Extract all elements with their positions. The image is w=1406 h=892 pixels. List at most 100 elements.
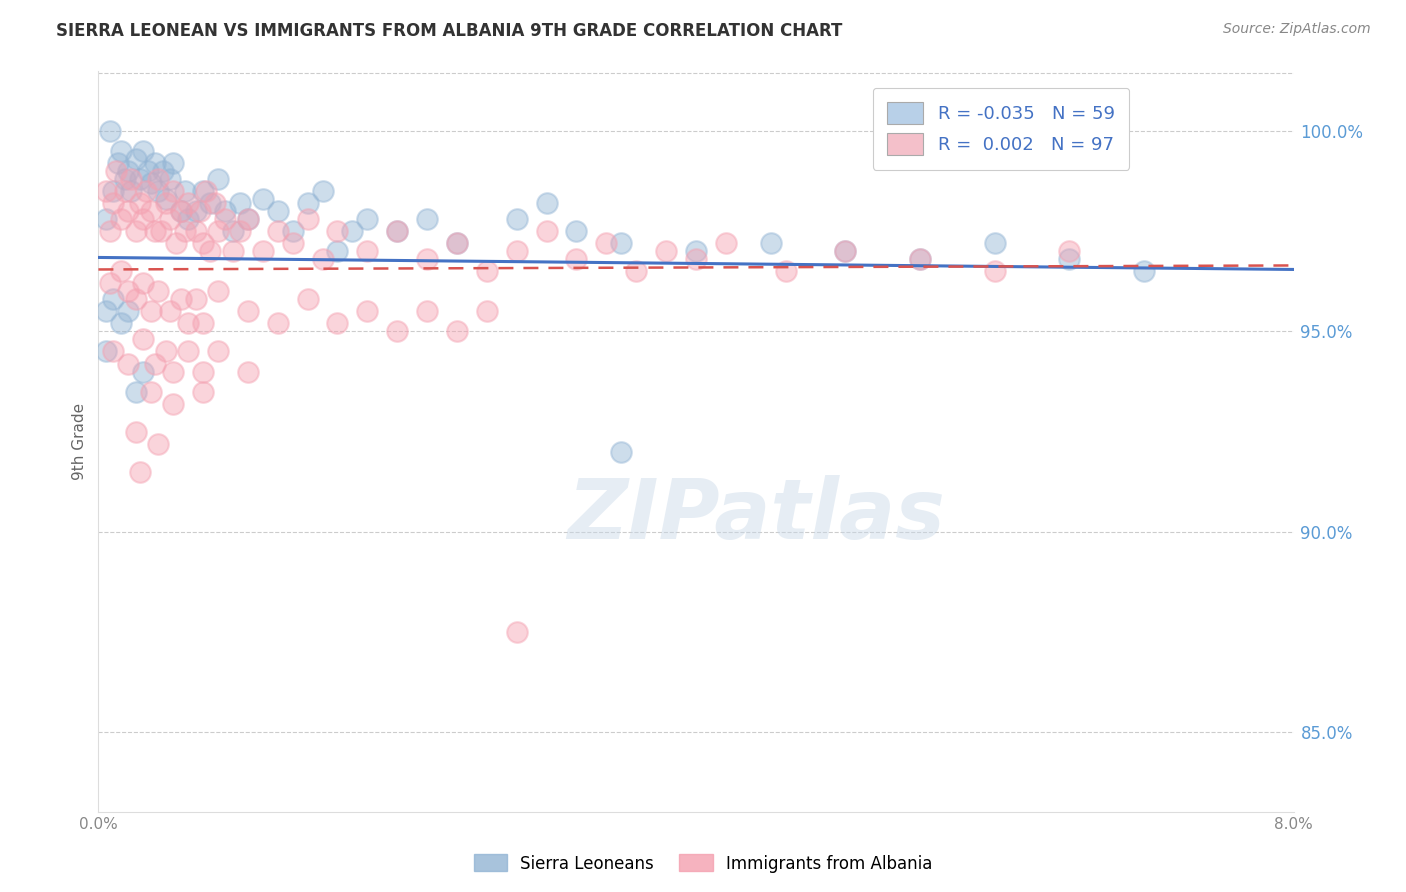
Point <box>94 185 117 199</box>
Point <box>267 224 290 238</box>
Point <box>446 325 468 339</box>
Point <box>1059 252 1081 267</box>
Point <box>565 224 588 238</box>
Point <box>446 236 468 251</box>
Point <box>214 204 236 219</box>
Point <box>626 264 648 278</box>
Point <box>446 236 468 251</box>
Point <box>326 244 349 259</box>
Point <box>155 193 177 207</box>
Point <box>236 212 259 227</box>
Point <box>297 293 319 307</box>
Point <box>1059 244 1081 259</box>
Point <box>152 164 174 178</box>
Point <box>155 196 177 211</box>
Point <box>148 285 170 299</box>
Point <box>834 244 856 259</box>
Point <box>385 224 409 238</box>
Point <box>356 304 378 318</box>
Point <box>536 196 558 211</box>
Point <box>139 177 162 191</box>
Point <box>148 185 170 199</box>
Point <box>114 172 136 186</box>
Point <box>169 204 191 219</box>
Point <box>1133 264 1156 278</box>
Point <box>103 344 125 359</box>
Point <box>135 185 157 199</box>
Point <box>342 224 364 238</box>
Point <box>169 204 191 219</box>
Point <box>177 196 200 211</box>
Point <box>908 252 931 267</box>
Point <box>139 204 162 219</box>
Point <box>162 396 184 410</box>
Point <box>177 317 200 331</box>
Point <box>252 244 274 259</box>
Point <box>143 357 166 371</box>
Point <box>506 624 529 639</box>
Point <box>356 212 378 227</box>
Point <box>148 436 170 450</box>
Point <box>326 317 349 331</box>
Point <box>117 204 139 219</box>
Point <box>184 293 207 307</box>
Point <box>162 185 184 199</box>
Point <box>252 193 274 207</box>
Point <box>165 236 187 251</box>
Point <box>655 244 678 259</box>
Point <box>195 185 218 199</box>
Point <box>984 236 1007 251</box>
Text: SIERRA LEONEAN VS IMMIGRANTS FROM ALBANIA 9TH GRADE CORRELATION CHART: SIERRA LEONEAN VS IMMIGRANTS FROM ALBANI… <box>56 22 842 40</box>
Point <box>125 384 148 399</box>
Point <box>685 252 707 267</box>
Point <box>326 224 349 238</box>
Point <box>110 317 132 331</box>
Point <box>103 196 125 211</box>
Point <box>110 145 132 159</box>
Point <box>132 145 155 159</box>
Point <box>132 333 155 347</box>
Point <box>129 465 152 479</box>
Point <box>174 185 197 199</box>
Point <box>98 224 122 238</box>
Point <box>236 364 259 378</box>
Point <box>191 364 214 378</box>
Point <box>107 156 129 170</box>
Point <box>200 244 222 259</box>
Point <box>139 304 162 318</box>
Point <box>132 364 155 378</box>
Point <box>125 153 148 167</box>
Point <box>117 164 139 178</box>
Legend: R = -0.035   N = 59, R =  0.002   N = 97: R = -0.035 N = 59, R = 0.002 N = 97 <box>873 87 1129 169</box>
Point <box>114 185 136 199</box>
Point <box>159 304 181 318</box>
Point <box>222 244 245 259</box>
Point <box>908 252 931 267</box>
Point <box>98 277 122 291</box>
Point <box>311 252 333 267</box>
Point <box>129 196 152 211</box>
Point <box>132 212 155 227</box>
Point <box>595 236 617 251</box>
Point <box>136 164 159 178</box>
Point <box>297 212 319 227</box>
Point <box>281 224 304 238</box>
Point <box>416 252 439 267</box>
Point <box>155 344 177 359</box>
Point <box>297 196 319 211</box>
Point <box>475 264 498 278</box>
Y-axis label: 9th Grade: 9th Grade <box>72 403 87 480</box>
Point <box>759 236 782 251</box>
Point <box>207 285 229 299</box>
Point <box>475 304 498 318</box>
Point <box>984 264 1007 278</box>
Point <box>775 264 797 278</box>
Point <box>177 344 200 359</box>
Point <box>685 244 707 259</box>
Point <box>200 196 222 211</box>
Point <box>143 156 166 170</box>
Point <box>94 212 117 227</box>
Point <box>117 304 139 318</box>
Point <box>94 344 117 359</box>
Point <box>184 204 207 219</box>
